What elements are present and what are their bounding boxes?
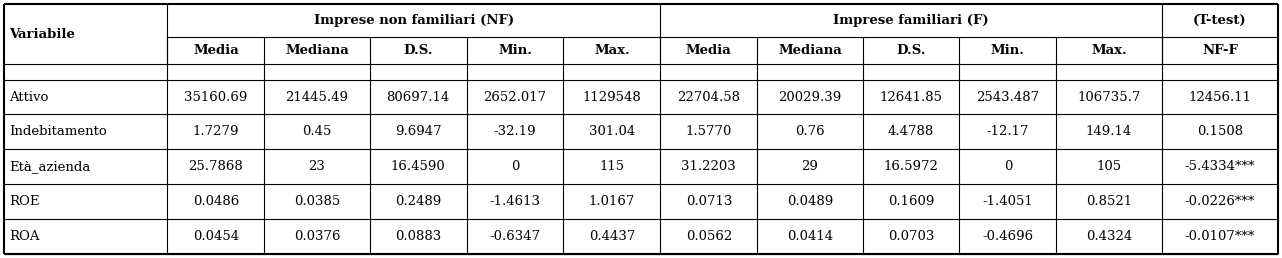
Text: 0.0703: 0.0703 [888,230,935,243]
Text: ROA: ROA [9,230,40,243]
Text: 0.76: 0.76 [795,125,824,138]
Text: 0.0489: 0.0489 [787,195,833,208]
Text: 0.0414: 0.0414 [787,230,833,243]
Text: -0.0107***: -0.0107*** [1185,230,1255,243]
Text: -0.6347: -0.6347 [490,230,541,243]
Text: 12456.11: 12456.11 [1188,91,1251,103]
Text: -32.19: -32.19 [494,125,536,138]
Text: Indebitamento: Indebitamento [9,125,106,138]
Text: 0.45: 0.45 [303,125,332,138]
Text: Età_azienda: Età_azienda [9,160,90,173]
Text: Imprese non familiari (NF): Imprese non familiari (NF) [314,14,514,27]
Text: 0.2489: 0.2489 [395,195,441,208]
Text: 80697.14: 80697.14 [387,91,450,103]
Text: 20029.39: 20029.39 [778,91,841,103]
Text: Mediana: Mediana [285,44,349,57]
Text: ROE: ROE [9,195,40,208]
Text: 4.4788: 4.4788 [888,125,935,138]
Text: Media: Media [686,44,732,57]
Text: 0.0486: 0.0486 [192,195,238,208]
Text: 21445.49: 21445.49 [286,91,349,103]
Text: 0.0713: 0.0713 [686,195,732,208]
Text: 0.0562: 0.0562 [686,230,732,243]
Text: 25.7868: 25.7868 [188,160,244,173]
Text: Attivo: Attivo [9,91,49,103]
Text: 31.2203: 31.2203 [682,160,736,173]
Text: 0.0376: 0.0376 [294,230,340,243]
Text: 23: 23 [309,160,326,173]
Text: 1.0167: 1.0167 [588,195,635,208]
Text: 0.0385: 0.0385 [294,195,340,208]
Text: 0.0454: 0.0454 [192,230,238,243]
Text: -5.4334***: -5.4334*** [1185,160,1255,173]
Text: 2652.017: 2652.017 [483,91,546,103]
Text: Max.: Max. [1091,44,1127,57]
Text: 35160.69: 35160.69 [185,91,247,103]
Text: 115: 115 [600,160,624,173]
Text: -12.17: -12.17 [987,125,1029,138]
Text: Min.: Min. [497,44,532,57]
Text: D.S.: D.S. [896,44,926,57]
Text: -0.4696: -0.4696 [982,230,1033,243]
Text: -1.4051: -1.4051 [982,195,1033,208]
Text: 9.6947: 9.6947 [395,125,441,138]
Text: Max.: Max. [594,44,629,57]
Text: Imprese familiari (F): Imprese familiari (F) [833,14,988,27]
Text: -1.4613: -1.4613 [490,195,541,208]
Text: Variabile: Variabile [9,28,74,41]
Text: 22704.58: 22704.58 [677,91,740,103]
Text: 301.04: 301.04 [588,125,635,138]
Text: 1.5770: 1.5770 [686,125,732,138]
Text: 0.8521: 0.8521 [1086,195,1132,208]
Text: 0.1609: 0.1609 [888,195,935,208]
Text: 1129548: 1129548 [582,91,641,103]
Text: 16.5972: 16.5972 [883,160,938,173]
Text: Media: Media [194,44,238,57]
Text: NF-F: NF-F [1203,44,1238,57]
Text: 0.1508: 0.1508 [1197,125,1244,138]
Text: 29: 29 [801,160,818,173]
Text: 106735.7: 106735.7 [1077,91,1141,103]
Text: (T-test): (T-test) [1194,14,1246,27]
Text: 0: 0 [1004,160,1011,173]
Text: 0.4324: 0.4324 [1086,230,1132,243]
Text: 16.4590: 16.4590 [391,160,446,173]
Text: 105: 105 [1096,160,1122,173]
Text: -0.0226***: -0.0226*** [1185,195,1255,208]
Text: 149.14: 149.14 [1086,125,1132,138]
Text: 2543.487: 2543.487 [977,91,1040,103]
Text: D.S.: D.S. [404,44,433,57]
Text: 0: 0 [510,160,519,173]
Text: 0.4437: 0.4437 [588,230,635,243]
Text: Mediana: Mediana [778,44,842,57]
Text: Min.: Min. [991,44,1024,57]
Text: 0.0883: 0.0883 [395,230,441,243]
Text: 1.7279: 1.7279 [192,125,240,138]
Text: 12641.85: 12641.85 [879,91,942,103]
